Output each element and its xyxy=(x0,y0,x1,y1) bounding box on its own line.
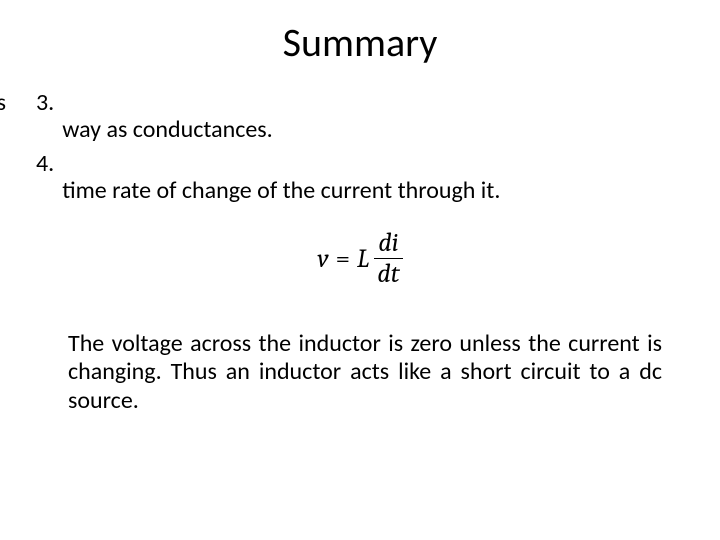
list-line xyxy=(62,88,684,116)
equation: v = L di dt xyxy=(316,230,403,287)
list-body: time rate of change of the current throu… xyxy=(62,149,684,206)
list-item: 3. way as conductances. xyxy=(36,88,684,145)
list-body: way as conductances. xyxy=(62,88,684,145)
paragraph: The voltage across the inductor is zero … xyxy=(68,330,662,415)
page-title: Summary xyxy=(0,18,720,67)
list-line: time rate of change of the current throu… xyxy=(62,177,684,205)
eq-denominator: dt xyxy=(373,259,403,287)
list-line xyxy=(62,149,684,177)
list-item: 4. time rate of change of the current th… xyxy=(36,149,684,206)
eq-numerator: di xyxy=(374,230,402,259)
eq-fraction: di dt xyxy=(373,230,403,287)
eq-coef: L xyxy=(356,246,371,272)
equation-block: v = L di dt xyxy=(0,230,720,287)
list-number: 3. xyxy=(36,88,54,117)
slide: Summary ors 3. way as conductances. 4. t… xyxy=(0,0,720,540)
left-edge-fragment: ors xyxy=(0,88,6,117)
list-number: 4. xyxy=(36,149,54,178)
eq-equals: = xyxy=(330,246,356,272)
summary-list: 3. way as conductances. 4. time rate of … xyxy=(36,88,684,209)
eq-lhs: v xyxy=(316,246,329,272)
list-line: way as conductances. xyxy=(62,116,684,144)
